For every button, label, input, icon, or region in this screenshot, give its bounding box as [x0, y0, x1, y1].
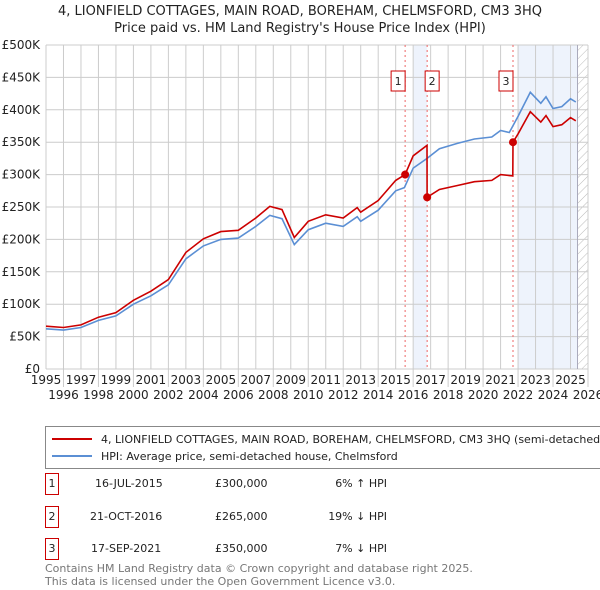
x-tick-label: 2021	[485, 373, 516, 387]
legend-swatch-blue	[52, 455, 92, 457]
transaction-date: 21-OCT-2016	[90, 510, 163, 523]
chart-title: 4, LIONFIELD COTTAGES, MAIN ROAD, BOREHA…	[58, 4, 542, 19]
x-tick-label: 2002	[153, 388, 184, 402]
x-tick-label: 1997	[66, 373, 97, 387]
y-tick-label: £400K	[2, 103, 42, 117]
transaction-number: 1	[45, 473, 59, 495]
x-tick-label: 2012	[328, 388, 359, 402]
sale-point	[508, 138, 517, 147]
transaction-date: 16-JUL-2015	[95, 477, 163, 490]
x-tick-label: 2014	[363, 388, 394, 402]
x-tick-label: 1995	[31, 373, 62, 387]
x-tick-label: 2006	[223, 388, 254, 402]
legend-item-price: 4, LIONFIELD COTTAGES, MAIN ROAD, BOREHA…	[52, 431, 600, 447]
transaction-price: £300,000	[215, 477, 268, 490]
legend-label-hpi: HPI: Average price, semi-detached house,…	[101, 449, 398, 463]
y-tick-label: £300K	[2, 168, 42, 182]
y-tick-label: £450K	[2, 70, 42, 84]
legend: 4, LIONFIELD COTTAGES, MAIN ROAD, BOREHA…	[45, 426, 600, 469]
sale-label: 1	[395, 75, 402, 88]
x-tick-label: 2001	[136, 373, 167, 387]
x-tick-label: 2020	[468, 388, 499, 402]
sale-label: 3	[502, 75, 509, 88]
transaction-price: £350,000	[215, 542, 268, 555]
x-tick-label: 2009	[276, 373, 307, 387]
x-tick-label: 2018	[433, 388, 464, 402]
x-tick-label: 2022	[503, 388, 534, 402]
y-tick-label: £100K	[2, 297, 42, 311]
footer-licence: This data is licensed under the Open Gov…	[45, 575, 396, 588]
transaction-hpi-diff: 6% ↑ HPI	[335, 477, 387, 490]
transaction-number: 3	[45, 538, 59, 560]
y-tick-label: £0	[25, 362, 40, 376]
chart-subtitle: Price paid vs. HM Land Registry's House …	[114, 21, 486, 36]
x-tick-label: 2007	[241, 373, 272, 387]
x-tick-label: 2016	[398, 388, 429, 402]
hpi-line	[45, 90, 577, 331]
x-tick-label: 2005	[206, 373, 237, 387]
legend-swatch-red	[52, 438, 92, 440]
x-tick-label: 2023	[520, 373, 551, 387]
footer-copyright: Contains HM Land Registry data © Crown c…	[45, 562, 473, 575]
legend-label-price: 4, LIONFIELD COTTAGES, MAIN ROAD, BOREHA…	[101, 432, 600, 446]
x-tick-label: 2026	[573, 388, 600, 402]
y-tick-label: £200K	[2, 232, 42, 246]
x-tick-label: 2024	[538, 388, 569, 402]
y-tick-label: £500K	[2, 38, 42, 52]
x-tick-label: 2025	[555, 373, 586, 387]
x-tick-label: 2010	[293, 388, 324, 402]
transaction-hpi-diff: 19% ↓ HPI	[328, 510, 387, 523]
price-paid-line	[45, 110, 577, 329]
y-tick-label: £150K	[2, 265, 42, 279]
x-tick-label: 2017	[415, 373, 446, 387]
transaction-hpi-diff: 7% ↓ HPI	[335, 542, 387, 555]
x-tick-label: 2003	[171, 373, 202, 387]
x-tick-label: 1999	[101, 373, 132, 387]
x-tick-label: 1996	[48, 388, 79, 402]
legend-item-hpi: HPI: Average price, semi-detached house,…	[52, 448, 398, 464]
transaction-number: 2	[45, 506, 59, 528]
x-tick-label: 2015	[380, 373, 411, 387]
x-tick-label: 1998	[83, 388, 114, 402]
x-tick-label: 2011	[310, 373, 341, 387]
sale-label-box	[498, 70, 514, 92]
x-tick-label: 2004	[188, 388, 219, 402]
sale-point	[401, 170, 410, 179]
y-tick-label: £350K	[2, 135, 42, 149]
x-tick-label: 2008	[258, 388, 289, 402]
x-tick-label: 2019	[450, 373, 481, 387]
x-tick-label: 2000	[118, 388, 149, 402]
y-tick-label: £50K	[9, 330, 41, 344]
sale-point	[423, 193, 432, 202]
price-chart: 1995199619971998199920002001200220032004…	[2, 38, 600, 402]
transaction-price: £265,000	[215, 510, 268, 523]
sale-label-box	[424, 70, 440, 92]
x-tick-label: 2013	[345, 373, 376, 387]
sale-label-box	[390, 70, 406, 92]
sale-label: 2	[429, 75, 436, 88]
transaction-date: 17-SEP-2021	[91, 542, 162, 555]
y-tick-label: £250K	[2, 200, 42, 214]
